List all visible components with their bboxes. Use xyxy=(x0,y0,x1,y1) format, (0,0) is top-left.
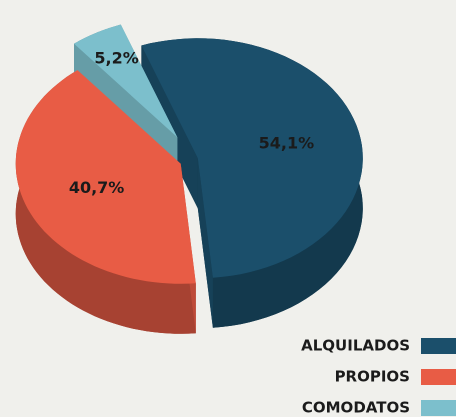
legend-swatch xyxy=(421,400,456,416)
slice-side xyxy=(197,158,213,328)
legend-label: COMODATOS xyxy=(302,399,410,417)
pie-slice xyxy=(141,38,363,278)
slice-side xyxy=(15,70,196,334)
legend-swatch xyxy=(421,369,456,385)
value-label: 5,2% xyxy=(94,48,138,67)
pie-slice xyxy=(74,24,178,138)
pie-slice xyxy=(15,70,196,284)
value-label: 40,7% xyxy=(69,178,125,197)
legend-swatch xyxy=(421,338,456,354)
legend-label: ALQUILADOS xyxy=(301,337,410,355)
value-label: 54,1% xyxy=(259,133,315,152)
legend-label: PROPIOS xyxy=(335,368,410,386)
